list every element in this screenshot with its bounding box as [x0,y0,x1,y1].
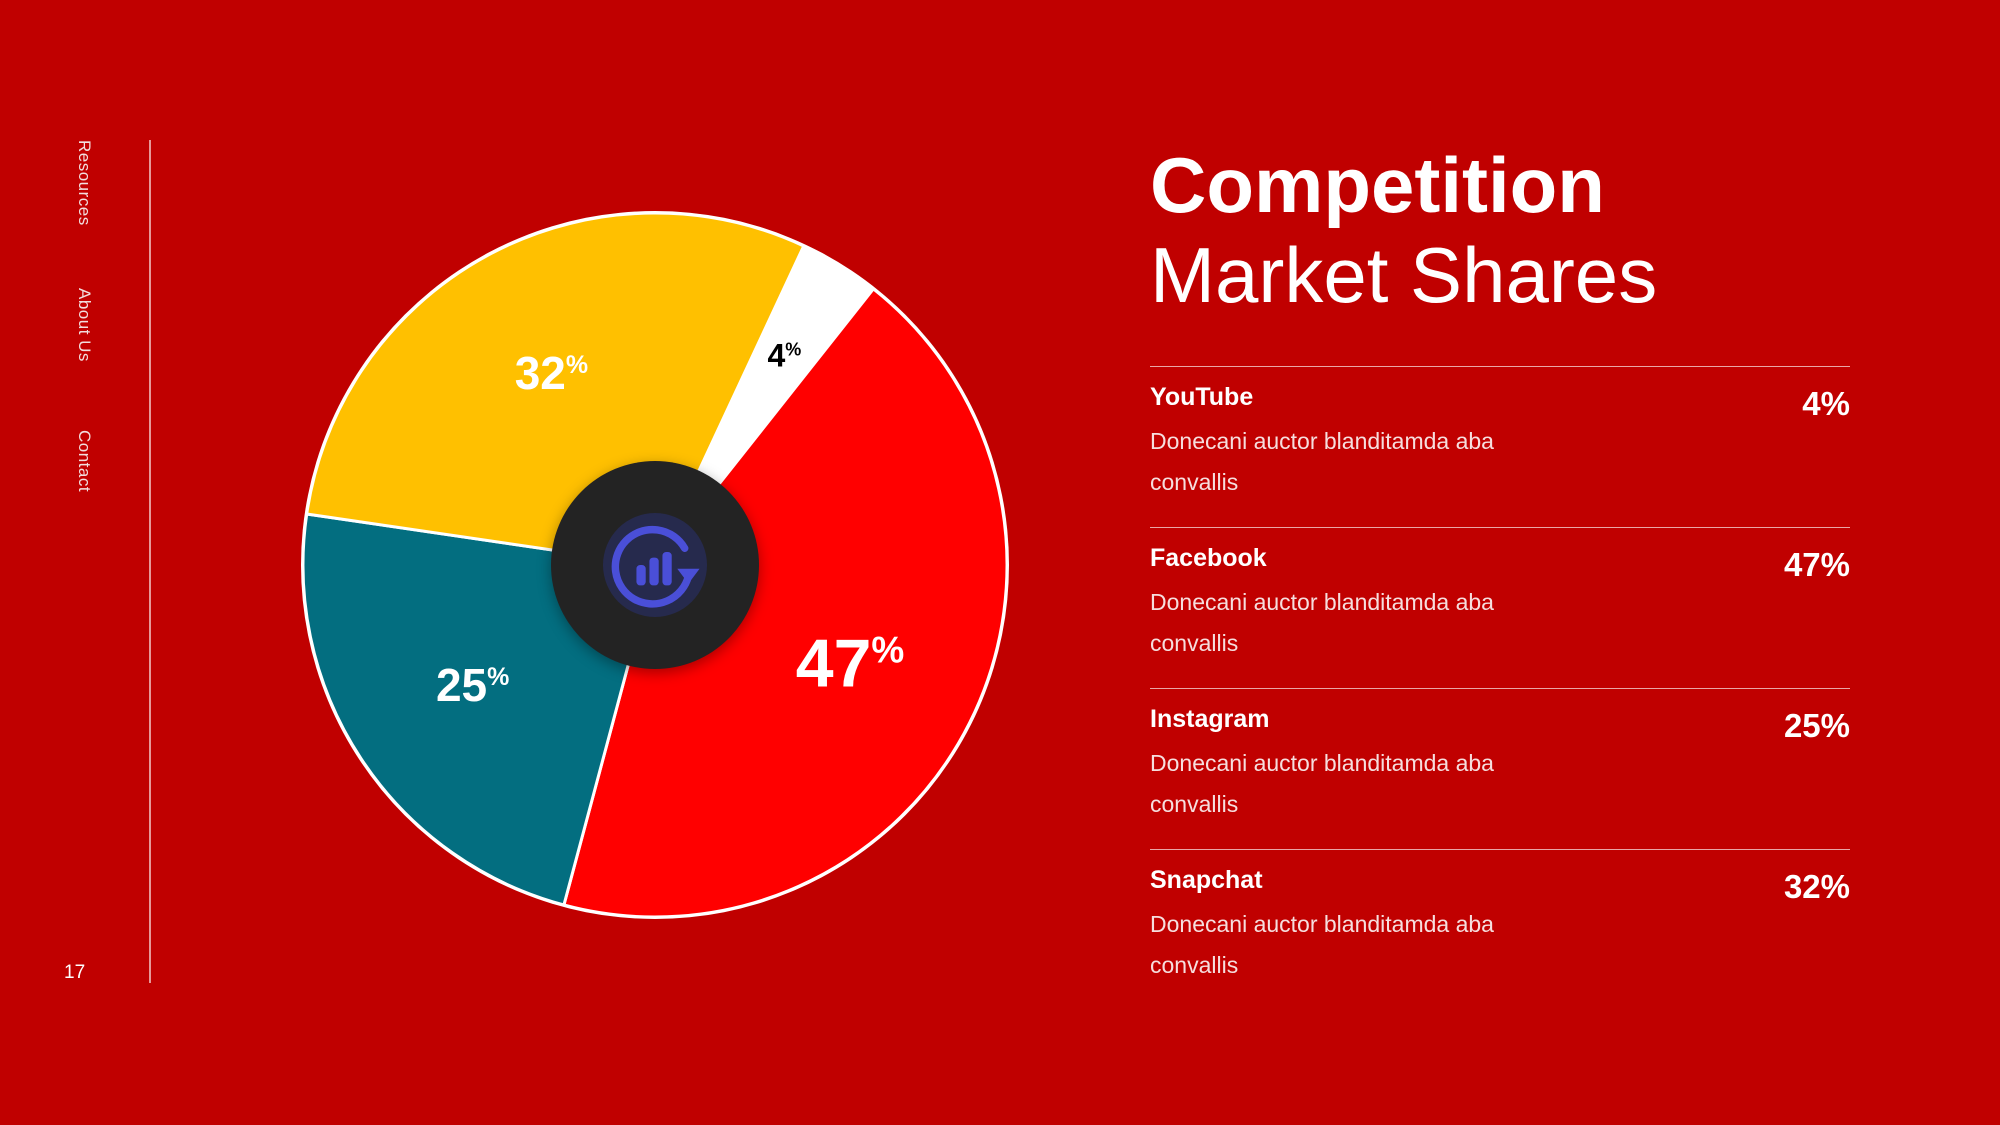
share-description: Donecani auctor blanditamda aba convalli… [1150,750,1494,817]
share-value: 47% [1783,546,1850,583]
slice-label-instagram: 25% [436,659,509,711]
share-description: Donecani auctor blanditamda aba convalli… [1150,428,1494,495]
shares-list: YouTube 4% Donecani auctor blanditamda a… [1150,366,1850,1010]
share-description: Donecani auctor blanditamda aba convalli… [1150,589,1494,656]
page-title: Competition [1150,141,1605,229]
slice-label-snapchat: 32% [515,347,588,399]
share-item-youtube: YouTube 4% Donecani auctor blanditamda a… [1150,366,1850,527]
share-name: Instagram [1150,705,1270,733]
pie-slice-facebook [562,287,1009,919]
side-navigation: Resources About Us Contact 17 [0,0,151,1125]
nav-item-contact[interactable]: Contact [75,430,94,493]
share-name: YouTube [1150,383,1254,411]
slice-label-youtube: 4% [767,337,801,373]
slice-label-facebook: 47% [796,626,905,702]
share-item-snapchat: Snapchat 32% Donecani auctor blanditamda… [1150,849,1850,1010]
nav-item-resources[interactable]: Resources [75,140,94,226]
share-item-facebook: Facebook 47% Donecani auctor blanditamda… [1150,527,1850,688]
page-subtitle: Market Shares [1150,231,1658,319]
share-name: Snapchat [1150,866,1263,894]
center-badge [603,513,707,617]
share-value: 25% [1783,707,1850,744]
share-value: 4% [1802,385,1850,422]
share-description: Donecani auctor blanditamda aba convalli… [1150,911,1494,978]
share-item-instagram: Instagram 25% Donecani auctor blanditamd… [1150,688,1850,849]
share-name: Facebook [1150,544,1267,572]
nav-divider [149,140,151,983]
market-share-pie-chart: 4% 47% 25% 32% [280,190,1030,940]
share-value: 32% [1783,868,1850,905]
chart-refresh-icon [611,525,700,608]
nav-item-about-us[interactable]: About Us [75,288,94,362]
title-block: Competition Market Shares [1150,140,1657,320]
page-number: 17 [64,962,86,983]
pie-center-disc [551,461,759,669]
